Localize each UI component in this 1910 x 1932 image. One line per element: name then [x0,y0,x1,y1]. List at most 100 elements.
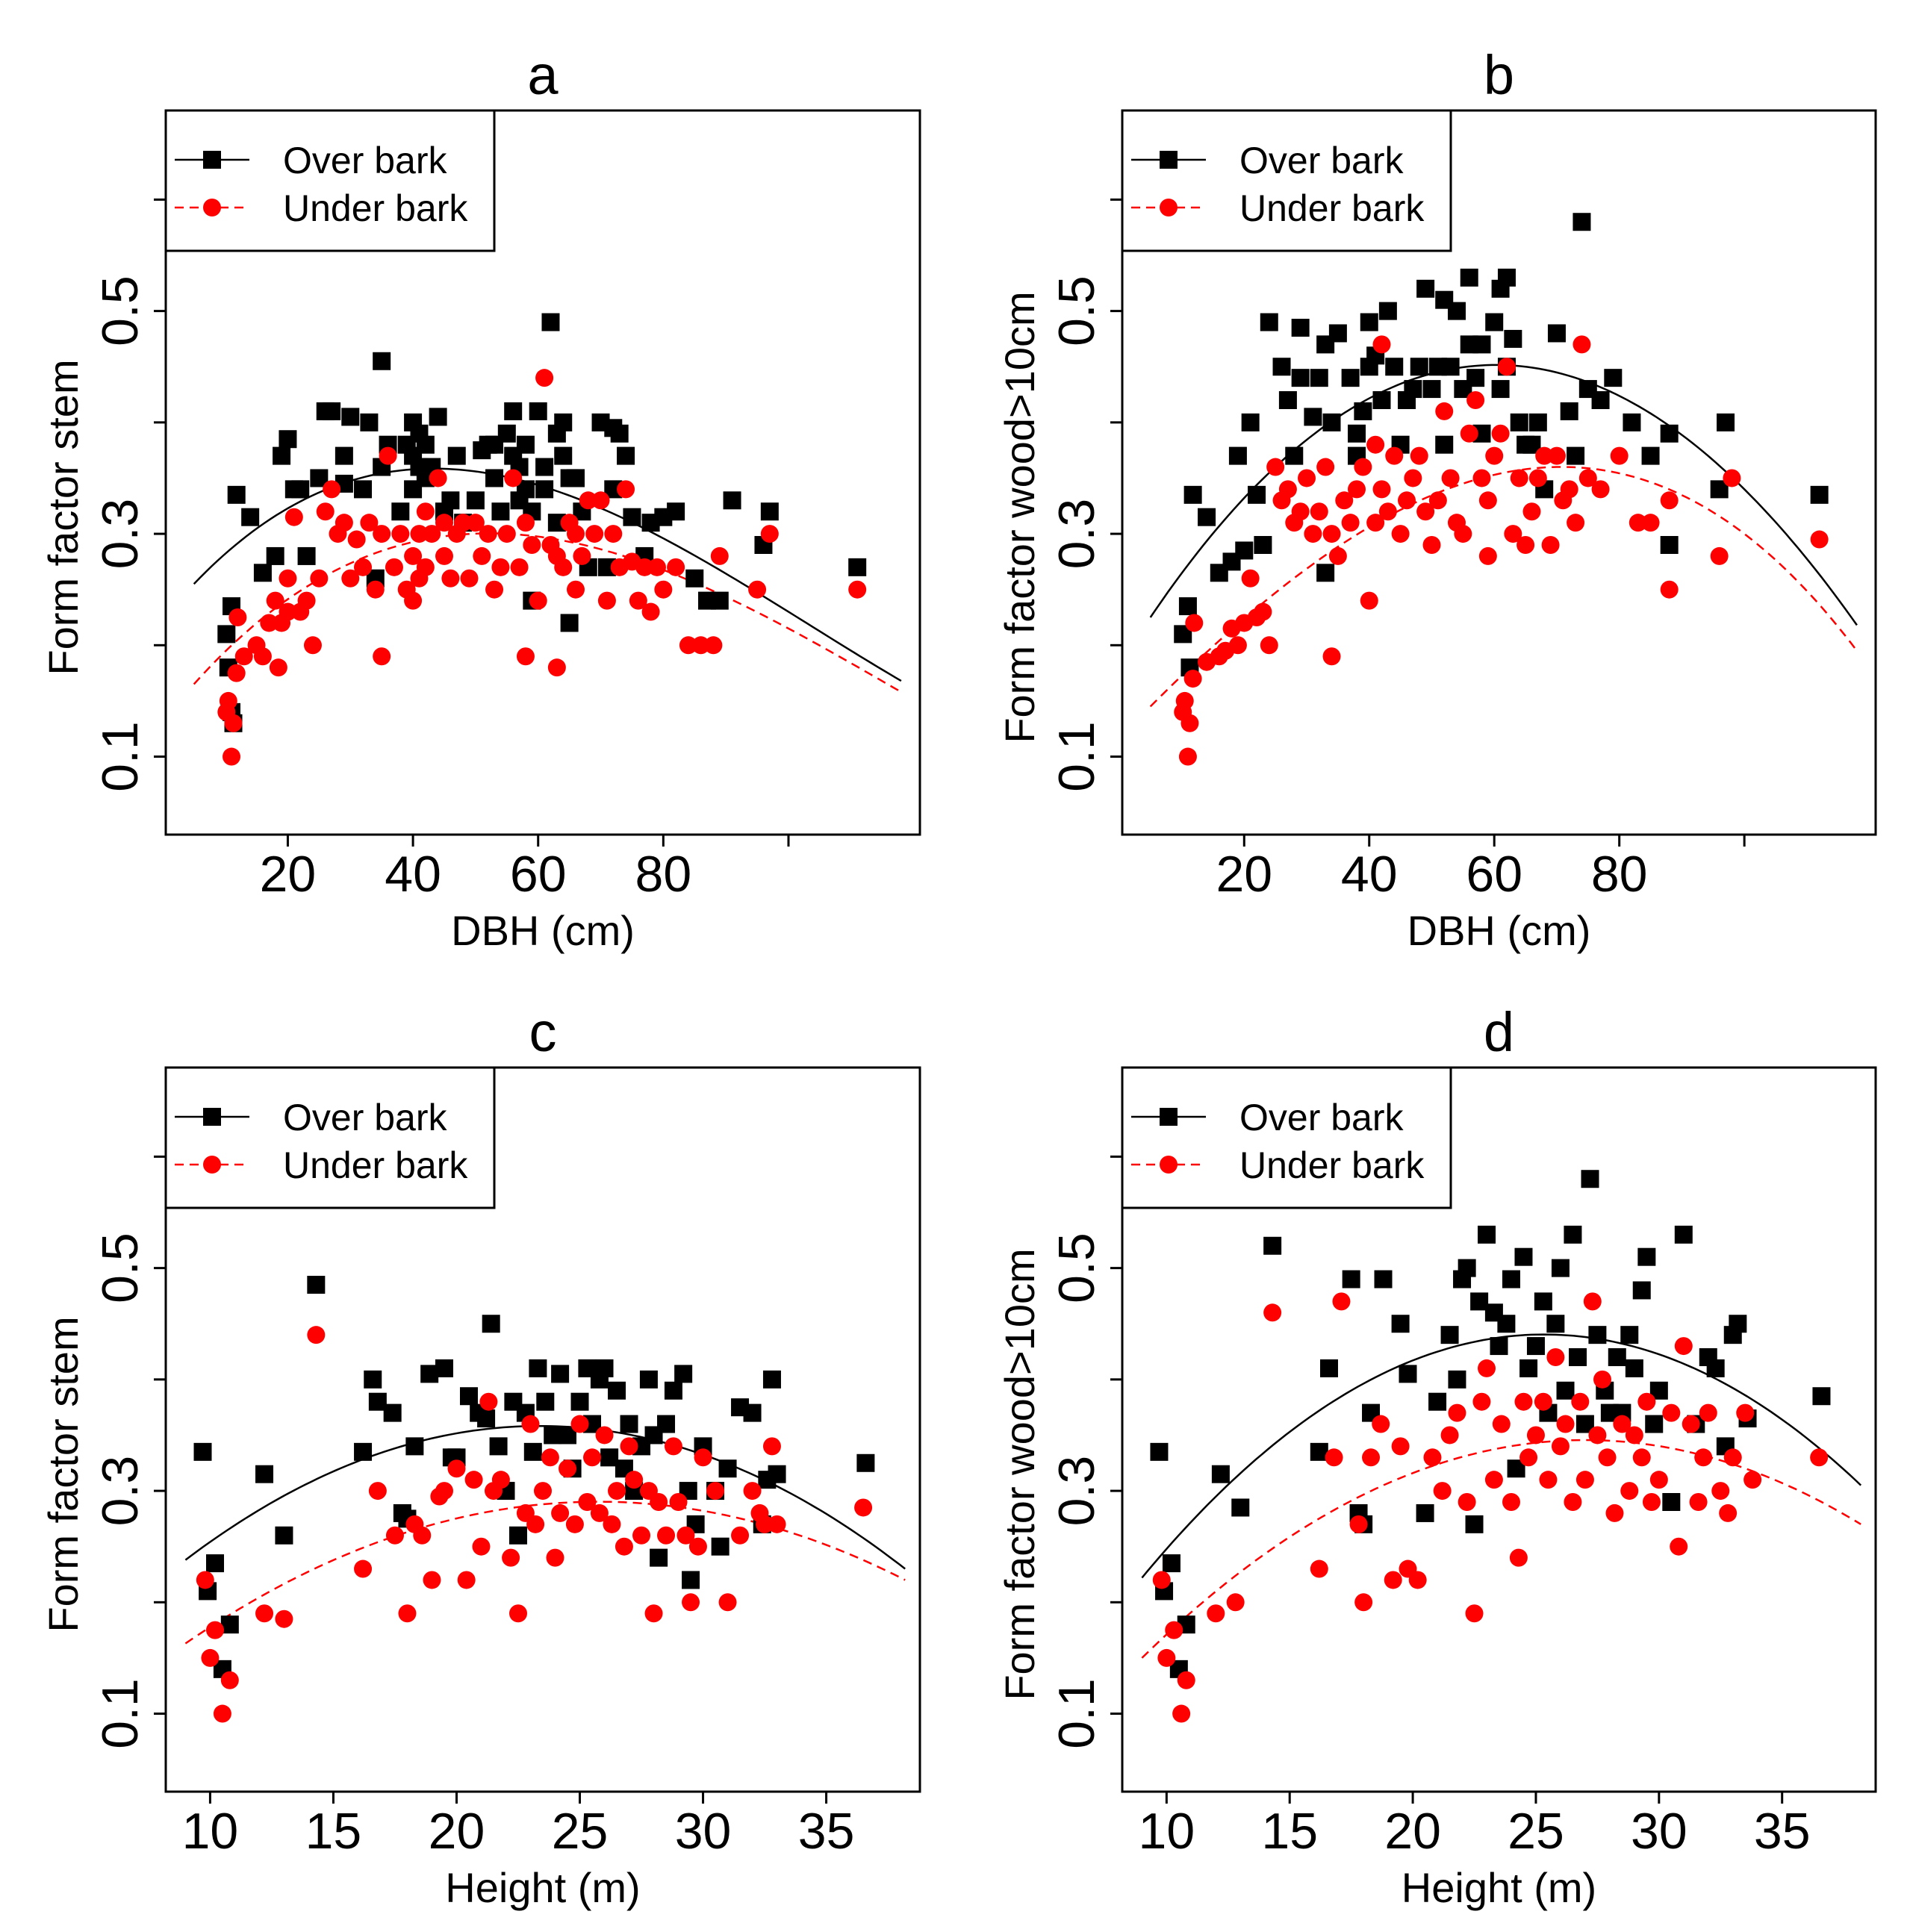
x-tick-label: 15 [305,1803,362,1860]
x-tick-label: 10 [1139,1803,1195,1860]
under-bark-point [457,1571,476,1589]
over-bark-point [535,458,554,476]
over-bark-point [1374,1270,1393,1288]
under-bark-point [464,1471,483,1489]
under-bark-point [1689,1493,1708,1511]
under-bark-point [1736,1403,1755,1422]
under-bark-point [1366,514,1385,532]
under-bark-point [669,1493,688,1511]
under-bark-point [1504,525,1522,543]
under-bark-point [590,1503,609,1522]
panel-c: c 10 15 20 25 30 35 0.1 0.3 0.5 Height (m) Form fac… [40,1001,921,1911]
x-tick-label: 20 [1384,1803,1441,1860]
legend-box [1121,109,1452,252]
x-axis-label: Height (m) [445,1864,640,1911]
over-bark-point [536,1392,555,1411]
under-bark-point [1175,691,1194,710]
data-layer [1149,213,1858,766]
over-bark-point [1162,1554,1180,1573]
x-tick-label: 25 [1508,1803,1564,1860]
over-bark-point [1341,369,1360,387]
under-bark-point [1578,469,1597,487]
over-bark-point [477,1409,496,1428]
under-bark-point [1528,469,1547,487]
panel-b: b 20 40 60 80 0.1 0.3 0.5 DBH (cm) Form factor wo… [996,44,1877,954]
under-bark-point [762,1437,781,1456]
over-bark-point [1466,369,1485,387]
under-bark-point [682,1593,700,1612]
under-bark-point [535,369,554,387]
over-bark-point [482,1315,500,1333]
under-bark-point [316,502,335,521]
under-bark-point [565,1515,584,1533]
under-bark-point [1723,469,1741,487]
over-bark-point [535,480,554,499]
over-bark-point [1435,435,1454,454]
under-bark-point [1478,1359,1496,1377]
over-bark-point [508,1526,527,1545]
under-bark-point [1254,602,1272,621]
under-bark-point [1694,1448,1713,1467]
under-bark-point [1422,536,1441,554]
over-bark-point [1556,1381,1575,1400]
under-bark-point [228,608,247,626]
over-bark-point [441,491,460,510]
x-tick-label: 80 [1591,846,1648,903]
under-bark-point [1699,1403,1717,1422]
y-tick-label: 0.5 [92,275,149,346]
over-bark-point [650,1548,668,1567]
over-bark-point [1632,1281,1651,1300]
over-bark-point [856,1453,875,1472]
legend: Over bark Under bark [164,1066,496,1209]
under-bark-point [220,1671,239,1689]
over-bark-point [620,1415,638,1433]
under-bark-point [554,558,573,576]
under-bark-point [1491,424,1510,443]
over-bark-point [608,1381,626,1400]
under-bark-point [479,525,497,543]
plot-frame [1121,1066,1877,1793]
over-bark-point [1660,424,1679,443]
panel-title: b [1484,44,1514,106]
under-bark-point [1593,1370,1611,1389]
under-bark-point [657,1526,676,1545]
over-bark-point [1447,302,1466,320]
under-bark-point [521,1415,540,1433]
legend-over-marker [1160,1108,1178,1126]
over-bark-point [354,480,373,499]
over-bark-point [674,1365,693,1383]
under-bark-point [1571,1392,1590,1411]
under-bark-point [1539,1471,1558,1489]
under-bark-point [644,1604,663,1623]
over-bark-point [255,1465,274,1483]
over-bark-point [360,413,379,431]
under-bark-point [255,1604,274,1623]
under-bark-point [1588,1426,1607,1445]
under-bark-point [743,1482,762,1501]
over-bark-point [1519,1359,1538,1377]
over-bark-point [1637,1247,1656,1266]
y-tick-label: 0.3 [1048,499,1105,570]
under-bark-point [1613,1415,1631,1433]
under-bark-point [629,591,647,610]
under-bark-point [354,558,373,576]
over-bark-point [664,1381,682,1400]
under-bark-point [310,569,329,588]
over-bark-fit-line [193,467,902,682]
under-bark-point [1660,580,1679,599]
under-bark-point [1441,469,1460,487]
under-bark-point [1397,491,1416,510]
under-bark-point [1372,1415,1390,1433]
under-bark-point [1454,525,1472,543]
data-layer [193,313,902,766]
y-tick-label: 0.5 [1048,1233,1105,1303]
under-bark-point [441,569,460,588]
under-bark-point [1152,1571,1171,1589]
over-bark-point [1573,213,1591,231]
under-bark-point [1510,469,1528,487]
over-bark-point [383,1403,402,1422]
over-bark-point [1378,302,1397,320]
over-bark-point [275,1526,293,1545]
over-bark-point [391,502,410,521]
over-bark-point [405,1437,424,1456]
